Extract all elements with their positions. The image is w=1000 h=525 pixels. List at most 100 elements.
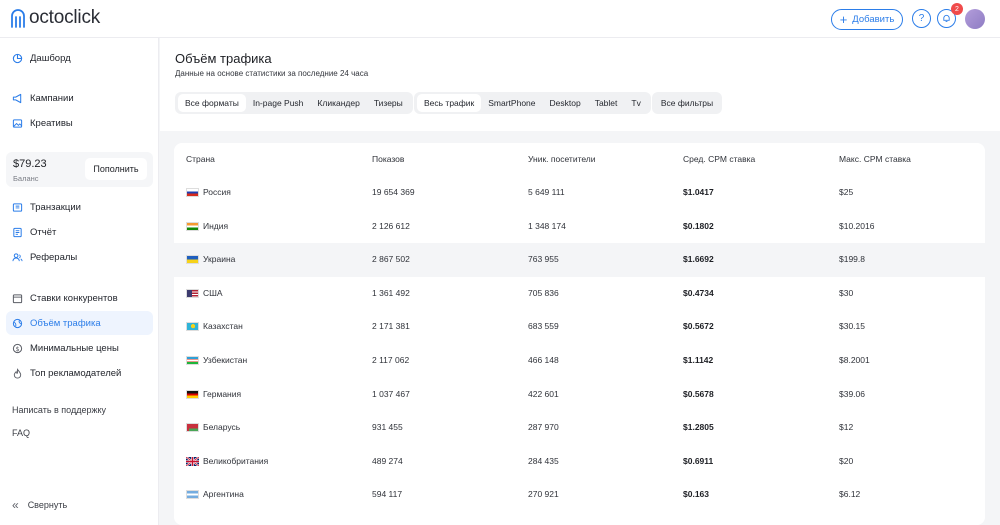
format-tab-inpage-push[interactable]: In-page Push (252, 98, 304, 108)
sidebar-item-min-prices[interactable]: $ Минимальные цены (6, 336, 153, 360)
avatar[interactable] (965, 9, 985, 29)
wallet-icon (12, 202, 23, 212)
avg-cpm-cell: $1.1142 (683, 355, 714, 365)
avg-cpm-cell: $0.1802 (683, 220, 714, 231)
sidebar-item-label: Кампании (30, 92, 74, 104)
plus-icon: + (839, 12, 848, 27)
avg-cpm-cell: $1.6692 (683, 254, 714, 265)
dollar-icon: $ (12, 343, 23, 353)
format-tab-clickunder[interactable]: Кликандер (317, 98, 360, 108)
sidebar-item-report[interactable]: Отчёт (6, 220, 153, 244)
ukraine-flag-icon (186, 255, 199, 265)
format-tab-teasers[interactable]: Тизеры (373, 98, 403, 108)
country-name: Индия (203, 220, 229, 231)
sidebar-item-label: Рефералы (30, 251, 78, 263)
sidebar-item-dashboard[interactable]: Дашборд (6, 46, 153, 70)
impressions-cell: 2 171 381 (372, 321, 410, 332)
table-row[interactable]: Беларусь 931 455 287 970 $1.2805 $12 (174, 411, 985, 445)
sidebar-item-competitor-bids[interactable]: Ставки конкурентов (6, 286, 153, 310)
unique-cell: 284 435 (528, 455, 559, 466)
impressions-cell: 2 117 062 (372, 355, 410, 365)
impressions-cell: 931 455 (372, 422, 403, 433)
unique-cell: 1 348 174 (528, 220, 566, 231)
impressions-cell: 489 274 (372, 455, 403, 466)
column-header-impressions[interactable]: Показов (372, 154, 405, 164)
india-flag-icon (186, 221, 199, 231)
impressions-cell: 1 361 492 (372, 287, 410, 298)
device-tab-tv[interactable]: Tv (631, 98, 641, 108)
logo[interactable]: octoclick (10, 7, 100, 29)
kazakhstan-flag-icon (186, 322, 199, 332)
collapse-label: Свернуть (27, 500, 68, 510)
document-icon (13, 227, 22, 237)
sidebar-item-top-advertisers[interactable]: Топ рекламодателей (6, 361, 153, 385)
sidebar-item-traffic-volume[interactable]: Объём трафика (6, 311, 153, 335)
format-tab-all[interactable]: Все форматы (178, 94, 246, 112)
device-filter: Весь трафик SmartPhone Desktop Tablet Tv (414, 92, 651, 114)
page-title: Объём трафика (175, 51, 272, 66)
sidebar-item-referrals[interactable]: Рефералы (6, 245, 153, 269)
sidebar-item-label: Ставки конкурентов (30, 292, 118, 304)
column-header-country[interactable]: Страна (186, 154, 215, 164)
support-link[interactable]: Написать в поддержку (12, 405, 107, 415)
impressions-cell: 19 654 369 (372, 187, 415, 197)
country-name: Беларусь (203, 422, 241, 433)
avg-cpm-cell: $0.4734 (683, 287, 714, 298)
belarus-flag-icon (186, 423, 199, 433)
users-icon (12, 252, 23, 261)
column-header-avg-cpm[interactable]: Сред. CPM ставка (683, 154, 756, 164)
logo-text: octoclick (29, 7, 101, 28)
table-row[interactable]: Великобритания 489 274 284 435 $0.6911 $… (174, 445, 985, 479)
avg-cpm-cell: $0.5678 (683, 388, 714, 399)
format-filter: Все форматы In-page Push Кликандер Тизер… (175, 92, 413, 114)
help-icon[interactable]: ? (912, 9, 931, 28)
sidebar-item-creatives[interactable]: Креативы (6, 111, 153, 135)
faq-link[interactable]: FAQ (12, 428, 31, 438)
page-header: Объём трафика Данные на основе статистик… (160, 38, 1000, 131)
country-name: Россия (203, 187, 231, 197)
device-tab-all[interactable]: Весь трафик (417, 94, 482, 112)
country-name: Казахстан (203, 321, 243, 332)
device-tab-tablet[interactable]: Tablet (594, 98, 618, 108)
all-filters-button[interactable]: Все фильтры (652, 92, 722, 114)
topup-button[interactable]: Пополнить (85, 158, 147, 180)
add-button-label: Добавить (852, 14, 895, 25)
sidebar-item-label: Объём трафика (30, 317, 101, 329)
bell-icon[interactable] (937, 9, 956, 28)
country-name: Украина (203, 254, 236, 265)
sidebar-item-transactions[interactable]: Транзакции (6, 195, 153, 219)
column-header-max-cpm[interactable]: Макс. CPM ставка (839, 154, 911, 164)
country-name: Великобритания (203, 455, 269, 466)
table-row[interactable]: Германия 1 037 467 422 601 $0.5678 $39.0… (174, 378, 985, 412)
page-subtitle: Данные на основе статистики за последние… (175, 69, 369, 78)
add-button[interactable]: + Добавить (831, 9, 903, 30)
sidebar-item-label: Транзакции (30, 201, 81, 213)
table-row[interactable]: Казахстан 2 171 381 683 559 $0.5672 $30.… (174, 310, 985, 344)
device-tab-smartphone[interactable]: SmartPhone (488, 98, 536, 108)
unique-cell: 270 921 (528, 489, 559, 500)
table-row[interactable]: США 1 361 492 705 836 $0.4734 $30 (174, 277, 985, 311)
sidebar-item-label: Отчёт (30, 226, 57, 238)
globe-icon (12, 318, 23, 328)
sidebar-item-label: Дашборд (30, 52, 71, 64)
table-row[interactable]: Индия 2 126 612 1 348 174 $0.1802 $10.20… (174, 210, 985, 244)
table-row[interactable]: Россия 19 654 369 5 649 111 $1.0417 $25 (174, 176, 985, 210)
collapse-button[interactable]: « Свернуть (12, 498, 67, 512)
unique-cell: 763 955 (528, 254, 559, 265)
device-tab-desktop[interactable]: Desktop (549, 98, 581, 108)
table-row[interactable]: Украина 2 867 502 763 955 $1.6692 $199.8 (174, 243, 985, 277)
max-cpm-cell: $30.15 (839, 321, 865, 332)
column-header-unique[interactable]: Уник. посетители (528, 154, 596, 164)
unique-cell: 466 148 (528, 355, 559, 365)
notification-badge: 2 (951, 3, 963, 15)
max-cpm-cell: $10.2016 (839, 220, 875, 231)
avg-cpm-cell: $1.0417 (683, 187, 714, 197)
table-row[interactable]: Узбекистан 2 117 062 466 148 $1.1142 $8.… (174, 344, 985, 378)
sidebar-item-campaigns[interactable]: Кампании (6, 86, 153, 110)
octopus-logo-icon (11, 9, 25, 28)
balance-label: Баланс (13, 174, 39, 183)
max-cpm-cell: $39.06 (839, 388, 865, 399)
argentina-flag-icon (186, 490, 199, 500)
balance-amount: $79.23 (13, 158, 47, 170)
table-row[interactable]: Аргентина 594 117 270 921 $0.163 $6.12 (174, 478, 985, 512)
